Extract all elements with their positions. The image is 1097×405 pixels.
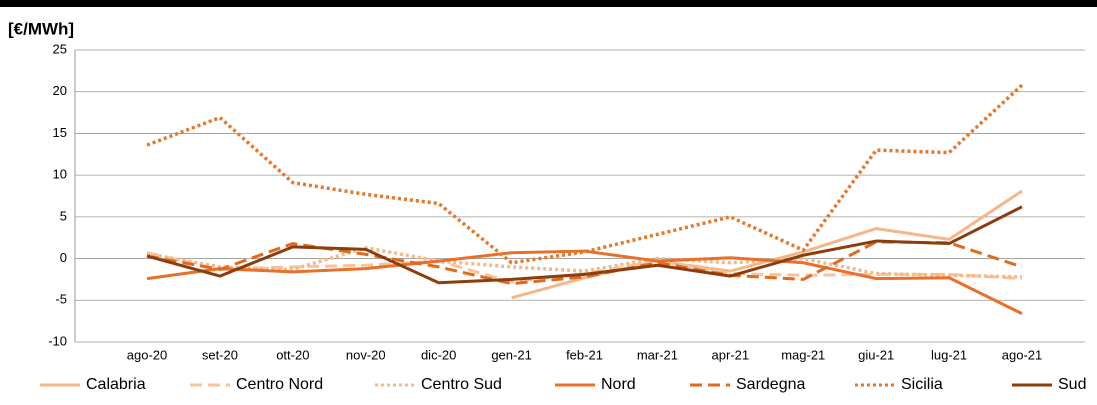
legend-label: Centro Nord: [236, 376, 323, 393]
x-tick-label: dic-20: [421, 347, 456, 362]
x-tick-label: nov-20: [346, 347, 386, 362]
y-tick-label: 15: [53, 125, 67, 140]
x-tick-label: ago-20: [127, 347, 167, 362]
x-tick-label: ott-20: [276, 347, 309, 362]
y-tick-label: 5: [60, 208, 67, 223]
x-tick-label: ago-21: [1002, 347, 1042, 362]
legend-label: Sicilia: [901, 376, 943, 393]
y-tick-label: 25: [53, 41, 67, 56]
x-tick-label: set-20: [202, 347, 238, 362]
x-tick-label: gen-21: [491, 347, 531, 362]
y-axis-label: [€/MWh]: [8, 19, 74, 38]
series-line: [146, 83, 1024, 265]
y-tick-label: 10: [53, 167, 67, 182]
top-bar: [0, 0, 1097, 7]
legend-label: Calabria: [86, 376, 146, 393]
x-tick-label: mar-21: [637, 347, 678, 362]
x-tick-label: mag-21: [781, 347, 825, 362]
y-tick-label: 0: [60, 250, 67, 265]
x-tick-label: apr-21: [712, 347, 750, 362]
series-line: [146, 205, 1023, 285]
y-tick-label: -5: [55, 292, 67, 307]
series-line: [146, 249, 1023, 315]
x-tick-label: giu-21: [858, 347, 894, 362]
legend-label: Sud: [1058, 376, 1086, 393]
x-tick-label: lug-21: [931, 347, 967, 362]
series-line: [146, 240, 1023, 286]
y-tick-label: 20: [53, 83, 67, 98]
legend-label: Centro Sud: [421, 376, 502, 393]
legend-label: Nord: [601, 376, 636, 393]
y-tick-label: -10: [48, 333, 67, 348]
legend-label: Sardegna: [736, 376, 805, 393]
x-tick-label: feb-21: [566, 347, 603, 362]
